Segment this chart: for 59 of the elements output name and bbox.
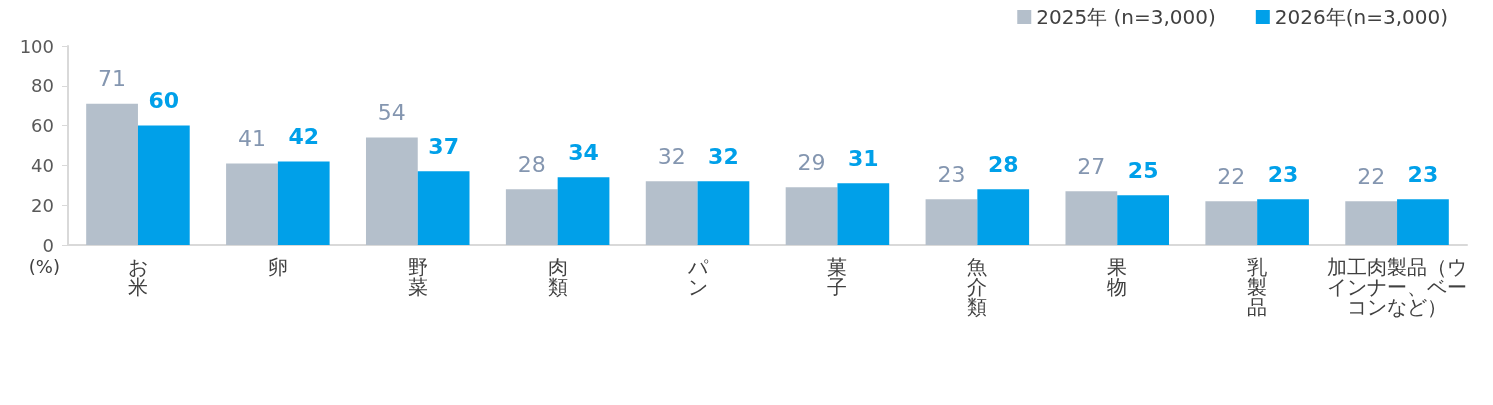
x-tick-label: お米 [127, 255, 148, 299]
bar [837, 183, 890, 245]
data-label: 23 [937, 161, 966, 187]
bar [1117, 195, 1170, 245]
data-label: 22 [1217, 163, 1246, 189]
y-tick-label: 0 [42, 234, 54, 256]
data-label: 60 [148, 88, 180, 114]
data-label: 29 [797, 149, 826, 175]
bar [645, 181, 698, 245]
data-label: 23 [1267, 161, 1299, 187]
bar [137, 125, 190, 245]
bar [86, 103, 138, 245]
bar [977, 189, 1030, 245]
bar [365, 137, 418, 245]
x-tick-label: 果物 [1107, 255, 1128, 299]
y-tick-label: 20 [31, 194, 54, 216]
data-label: 28 [517, 151, 546, 177]
y-axis-title: (%) [28, 255, 60, 277]
bar [1345, 201, 1398, 245]
bar [557, 177, 610, 245]
data-label: 31 [848, 145, 879, 171]
data-label: 41 [237, 125, 266, 151]
x-tick-label: 肉類 [547, 255, 568, 299]
data-label: 25 [1127, 157, 1159, 183]
bar [697, 181, 750, 245]
legend-label: 2025年 (n=3,000) [1036, 5, 1216, 29]
bar [505, 189, 558, 245]
x-tick-label: 加工肉製品（ウインナー、ベーコンなど） [1327, 255, 1468, 319]
y-tick-label: 60 [31, 115, 54, 137]
data-label: 71 [98, 66, 127, 92]
bar [925, 199, 978, 245]
data-label: 34 [568, 139, 599, 165]
y-tick-label: 40 [31, 154, 54, 176]
data-label: 32 [708, 143, 739, 169]
data-label: 28 [987, 151, 1019, 177]
data-label: 54 [377, 100, 406, 126]
data-label: 23 [1407, 161, 1439, 187]
data-label: 22 [1357, 163, 1386, 189]
bar [1065, 191, 1118, 245]
bar [785, 187, 838, 245]
bar [1257, 199, 1309, 245]
bar [1397, 199, 1449, 245]
y-tick-label: 80 [31, 75, 54, 97]
legend-label: 2026年(n=3,000) [1274, 5, 1449, 29]
bar [277, 161, 330, 245]
x-tick-label: 菓子 [827, 255, 848, 299]
data-label: 42 [288, 123, 320, 149]
bar [1205, 201, 1258, 245]
y-tick-label: 100 [19, 35, 54, 57]
data-label: 32 [657, 143, 686, 169]
data-label: 37 [428, 133, 459, 159]
bar [417, 171, 470, 245]
x-tick-label: 魚介類 [967, 255, 988, 319]
bar [226, 163, 278, 245]
data-label: 27 [1077, 153, 1106, 179]
x-tick-label: 乳製品 [1247, 255, 1268, 319]
x-tick-label: 卵 [267, 255, 288, 279]
x-tick-label: 野菜 [407, 255, 428, 299]
x-tick-label: パン [686, 255, 709, 299]
